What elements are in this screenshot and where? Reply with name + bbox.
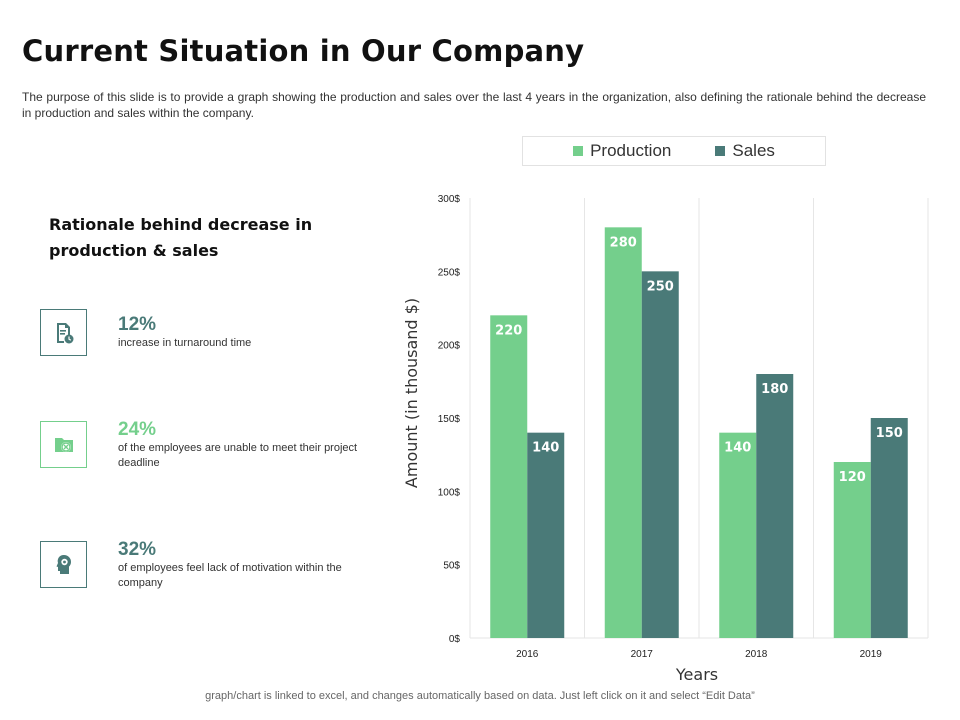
bar-label-sales-2019: 150 xyxy=(876,426,903,441)
head-target-icon xyxy=(56,554,71,574)
page-description: The purpose of this slide is to provide … xyxy=(22,90,926,120)
bar-label-sales-2017: 250 xyxy=(647,279,674,294)
rationale-heading: Rationale behind decrease in production … xyxy=(49,215,313,260)
stat-icon-box-3 xyxy=(40,541,87,588)
legend-item-production: Production xyxy=(573,141,671,161)
bar-production-2018 xyxy=(719,432,757,638)
bar-production-2019 xyxy=(833,462,871,638)
y-tick-label: 100$ xyxy=(438,487,461,498)
legend-item-sales: Sales xyxy=(715,141,775,161)
x-tick-label: 2017 xyxy=(631,649,654,660)
bar-sales-2019 xyxy=(870,418,908,638)
legend-label-production: Production xyxy=(590,141,672,160)
bar-sales-2016 xyxy=(527,432,565,638)
bar-sales-2018 xyxy=(756,374,794,638)
bar-chart: 0$ 50$ 100$ 150$ 200$ 250$ 300$ 220 140 280 250 14… xyxy=(402,194,929,684)
stat-text-2: of the employees are unable to meet thei… xyxy=(118,442,358,469)
y-tick-label: 250$ xyxy=(438,267,461,278)
legend-swatch-sales xyxy=(715,146,726,156)
stat-text-1: increase in turnaround time xyxy=(118,337,252,349)
x-tick-label: 2018 xyxy=(745,649,768,660)
x-axis-label: Years xyxy=(675,665,718,684)
folder-cancel-icon xyxy=(54,437,73,452)
y-tick-label: 0$ xyxy=(449,634,461,645)
stat-percent-3: 32% xyxy=(118,539,157,560)
page-title: Current Situation in Our Company xyxy=(22,34,585,68)
bar-label-production-2016: 220 xyxy=(495,323,522,338)
bar-label-sales-2016: 140 xyxy=(532,441,559,456)
document-clock-icon xyxy=(56,322,73,343)
stat-percent-1: 12% xyxy=(118,314,157,335)
bar-production-2016 xyxy=(490,315,528,638)
y-tick-label: 300$ xyxy=(438,194,461,205)
x-tick-label: 2016 xyxy=(516,649,539,660)
bar-label-production-2019: 120 xyxy=(839,470,866,485)
legend-swatch-production xyxy=(573,146,584,156)
y-tick-label: 150$ xyxy=(438,414,461,425)
stat-text-3: of employees feel lack of motivation wit… xyxy=(118,562,342,589)
footer-note: graph/chart is linked to excel, and chan… xyxy=(205,690,755,702)
y-tick-label: 50$ xyxy=(443,561,460,572)
stat-icon-box-2 xyxy=(40,421,87,468)
bar-production-2017 xyxy=(604,227,642,639)
y-axis-label: Amount (in thousand $) xyxy=(402,298,421,488)
x-tick-label: 2019 xyxy=(860,649,883,660)
bar-label-production-2017: 280 xyxy=(610,235,637,250)
bar-label-production-2018: 140 xyxy=(724,441,751,456)
chart-legend: Production Sales xyxy=(522,136,826,166)
legend-label-sales: Sales xyxy=(732,141,775,160)
y-tick-label: 200$ xyxy=(438,341,461,352)
bar-sales-2017 xyxy=(641,271,679,638)
stat-icon-box-1 xyxy=(40,309,87,356)
bar-label-sales-2018: 180 xyxy=(761,382,788,397)
stat-percent-2: 24% xyxy=(118,419,157,440)
